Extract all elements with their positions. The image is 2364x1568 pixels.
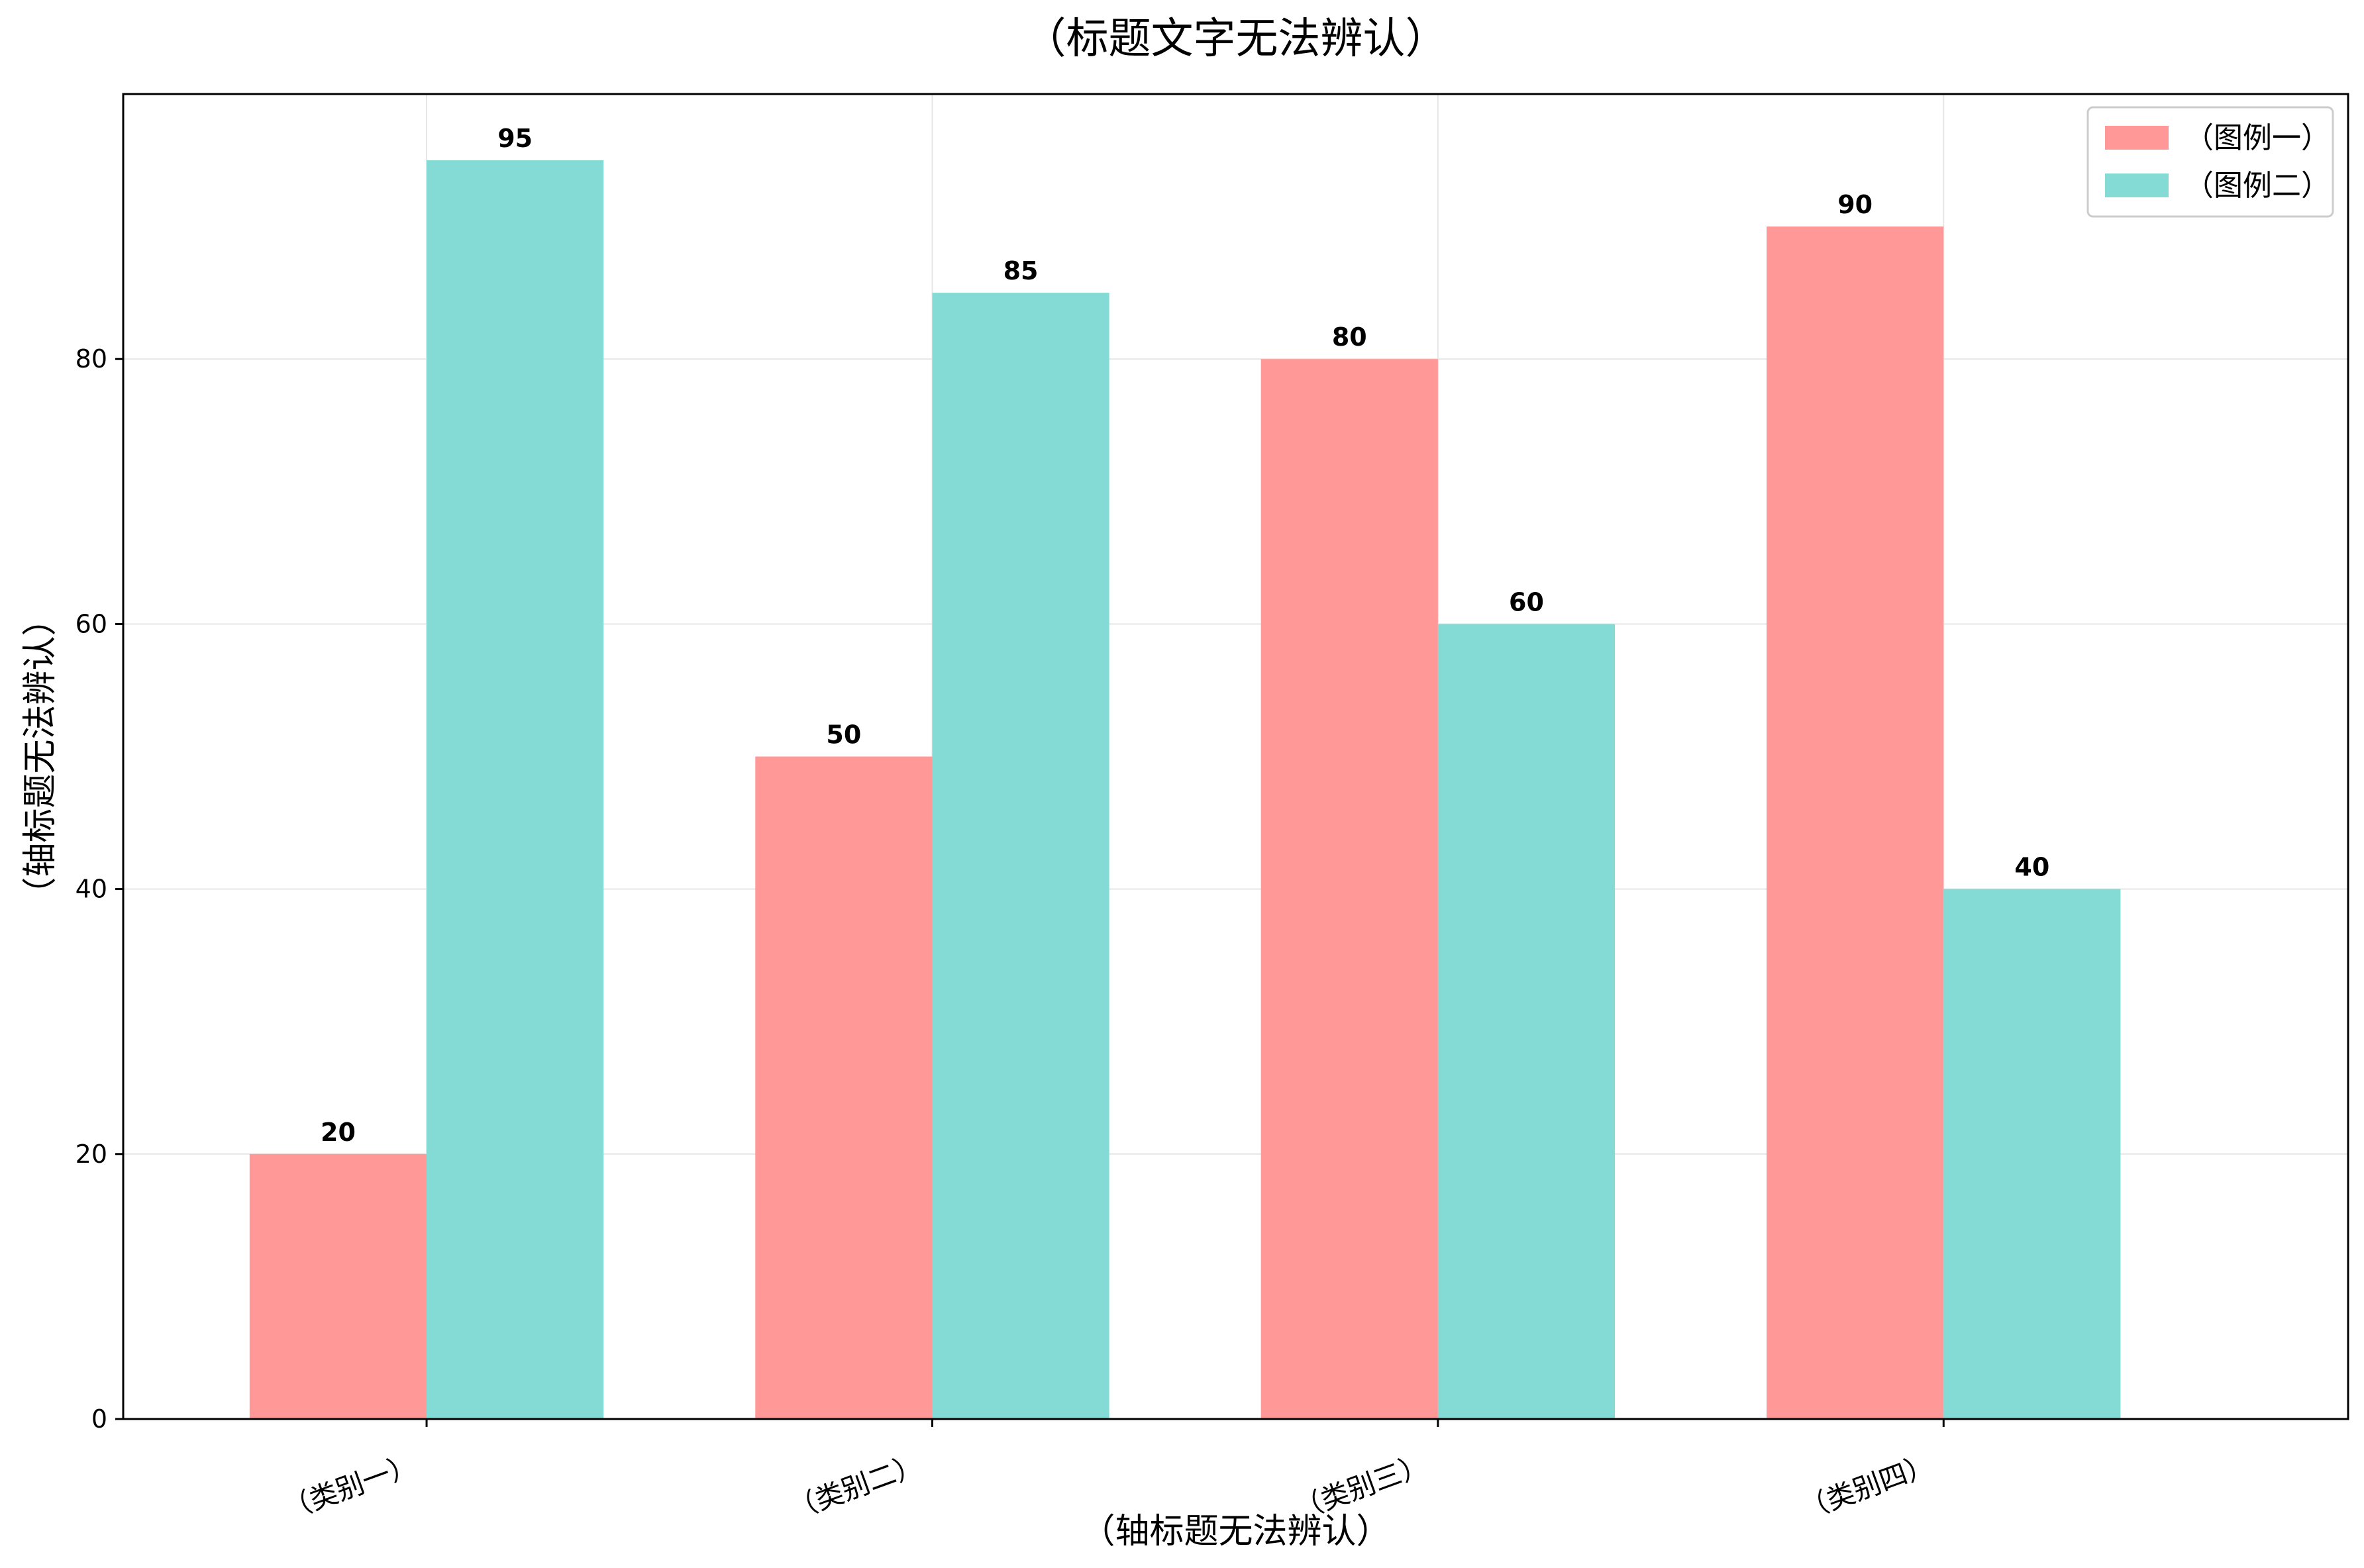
legend-label-series-1: （图例二） <box>2184 169 2330 203</box>
x-axis-label: （轴标题无法辨认） <box>1080 1512 1390 1551</box>
y-tick-label: 0 <box>91 1404 107 1434</box>
bar-series-0 <box>1260 359 1438 1420</box>
data-label: 40 <box>2014 853 2049 882</box>
legend: （图例一） （图例二） <box>2086 106 2334 218</box>
bar-series-0 <box>1767 226 1944 1420</box>
legend-swatch-series-1 <box>2105 173 2169 197</box>
bar-series-1 <box>1943 889 2121 1419</box>
data-labels: 20 50 80 90 95 85 60 40 <box>321 124 2049 1147</box>
data-label: 95 <box>497 124 533 153</box>
y-tick-label: 20 <box>76 1140 107 1169</box>
data-label: 20 <box>321 1118 356 1147</box>
bars <box>249 160 2121 1420</box>
bar-series-1 <box>1437 624 1616 1419</box>
y-tick-label: 40 <box>76 875 107 904</box>
chart-title: （标题文字无法辨认） <box>1024 15 1448 64</box>
data-label: 60 <box>1509 587 1544 616</box>
y-tick-label: 80 <box>76 344 107 373</box>
bar-series-0 <box>755 756 933 1419</box>
data-label: 85 <box>1003 256 1039 285</box>
legend-swatch-series-0 <box>2105 126 2169 150</box>
data-label: 50 <box>826 720 861 750</box>
bar-series-1 <box>932 293 1109 1419</box>
data-label: 80 <box>1332 322 1367 352</box>
legend-label-series-0: （图例一） <box>2184 121 2330 155</box>
bar-series-0 <box>249 1153 427 1419</box>
bar-series-1 <box>427 160 604 1419</box>
plot-frame <box>122 93 2349 1420</box>
data-label: 90 <box>1837 190 1873 219</box>
y-axis-label: （轴标题无法辨认） <box>21 601 60 911</box>
y-tick-label: 60 <box>76 609 107 638</box>
